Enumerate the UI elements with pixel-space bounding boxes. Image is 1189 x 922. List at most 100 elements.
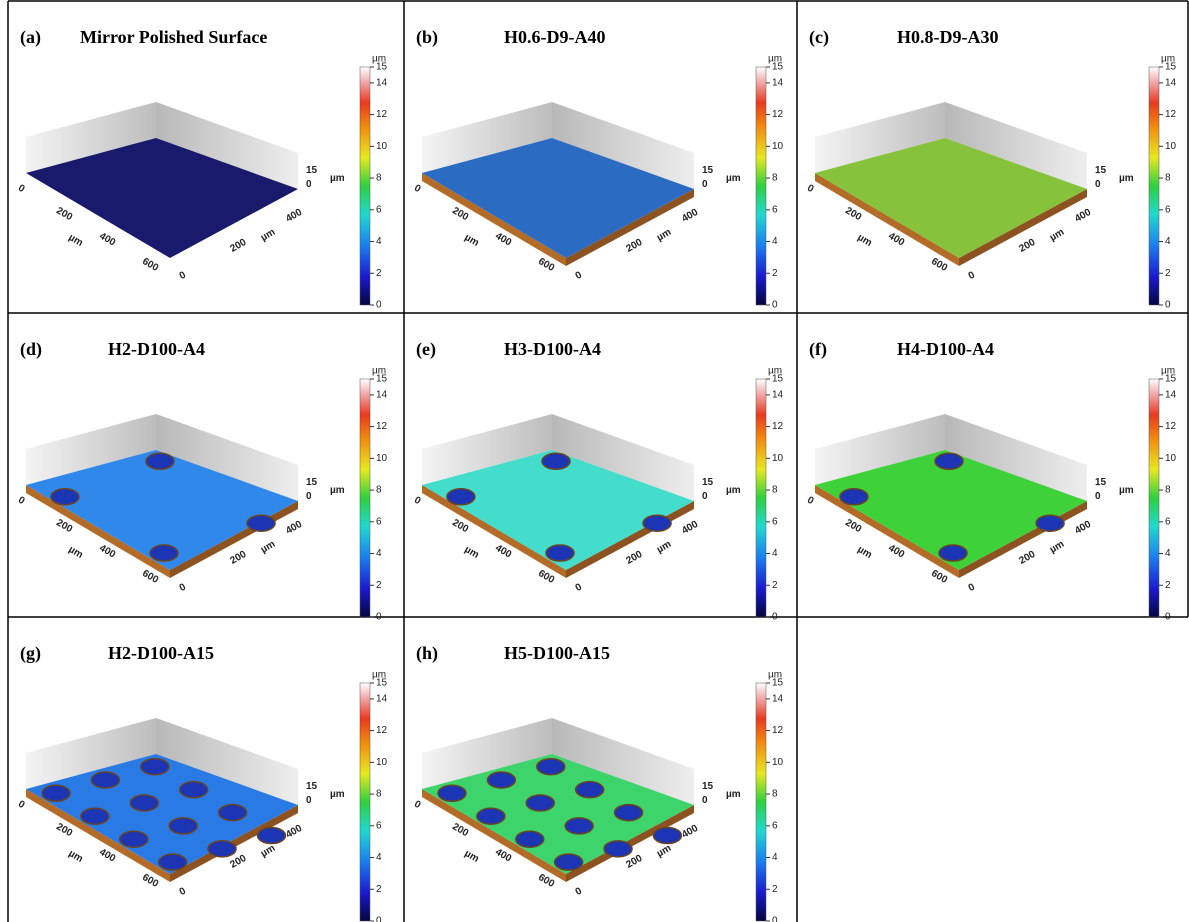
dimple [565, 818, 593, 834]
axis-unit: µm [726, 485, 741, 496]
dimple [159, 854, 187, 870]
axis-tick-label: 0 [702, 491, 708, 502]
axis-tick-label: 400 [284, 207, 304, 225]
colorbar-tick-label: 2 [376, 580, 382, 591]
colorbar-tick-label: 6 [1165, 516, 1171, 527]
dimple [150, 545, 178, 561]
colorbar-tick-label: 0 [772, 300, 778, 311]
colorbar-tick-label: 6 [772, 204, 778, 215]
axis-tick-label: 400 [1073, 207, 1093, 225]
panel-label: (c) [809, 27, 829, 48]
axis-unit: µm [330, 173, 345, 184]
axis-unit: µm [1119, 485, 1134, 496]
colorbar [1149, 67, 1159, 305]
colorbar-tick-label: 8 [1165, 485, 1171, 496]
axis-unit: µm [463, 848, 481, 865]
colorbar [360, 379, 370, 617]
panel-title: H0.8-D9-A30 [897, 27, 999, 47]
axis-unit: µm [726, 173, 741, 184]
colorbar-tick-label: 6 [376, 516, 382, 527]
axis-tick-label: 400 [493, 543, 513, 561]
dimple [51, 489, 79, 505]
colorbar-tick-label: 2 [376, 268, 382, 279]
colorbar [360, 683, 370, 921]
colorbar-tick-label: 2 [772, 884, 778, 895]
dimple [447, 489, 475, 505]
axis-unit: µm [463, 544, 481, 561]
colorbar-tick-label: 8 [772, 485, 778, 496]
axis-tick-label: 200 [450, 517, 470, 535]
dimple [537, 759, 565, 775]
colorbar [1149, 379, 1159, 617]
colorbar-tick-label: 12 [376, 109, 388, 120]
colorbar-tick-label: 15 [772, 678, 784, 689]
axis-tick-label: 0 [967, 269, 978, 282]
dimple [42, 785, 70, 801]
axis-tick-label: 600 [140, 568, 160, 586]
panel-title: H2-D100-A15 [108, 643, 214, 663]
panel-label: (b) [416, 27, 438, 48]
colorbar-tick-label: 12 [772, 421, 784, 432]
colorbar-tick-label: 8 [376, 173, 382, 184]
axis-tick-label: 0 [16, 183, 27, 196]
dimple [169, 818, 197, 834]
colorbar-tick-label: 12 [772, 725, 784, 736]
dimple [542, 453, 570, 469]
axis-tick-label: 0 [306, 491, 312, 502]
colorbar-tick-label: 15 [772, 374, 784, 385]
dimple [487, 772, 515, 788]
dimple [840, 489, 868, 505]
axis-tick-label: 200 [1017, 237, 1037, 255]
axis-unit: µm [1048, 227, 1066, 244]
dimple [257, 828, 285, 844]
axis-unit: µm [330, 485, 345, 496]
dimple [208, 841, 236, 857]
dimple [653, 828, 681, 844]
dimple [526, 795, 554, 811]
axis-tick-label: 600 [536, 568, 556, 586]
axis-unit: µm [856, 544, 874, 561]
colorbar-tick-label: 8 [376, 485, 382, 496]
dimple [576, 782, 604, 798]
colorbar-tick-label: 4 [772, 852, 778, 863]
axis-tick-label: 0 [1095, 179, 1101, 190]
axis-tick-label: 15 [306, 781, 318, 792]
panel: (e)H3-D100-A40200400600µm0200400µm150µmµ… [412, 339, 783, 623]
axis-tick-label: 0 [412, 183, 423, 196]
colorbar [756, 379, 766, 617]
dimple [1036, 515, 1064, 531]
axis-unit: µm [463, 232, 481, 249]
panel-title: H0.6-D9-A40 [504, 27, 606, 47]
axis-tick-label: 15 [702, 477, 714, 488]
colorbar-tick-label: 12 [376, 725, 388, 736]
axis-unit: µm [655, 227, 673, 244]
axis-tick-label: 400 [284, 823, 304, 841]
colorbar-tick-label: 4 [1165, 548, 1171, 559]
colorbar-tick-label: 2 [772, 268, 778, 279]
dimple [604, 841, 632, 857]
axis-tick-label: 15 [1095, 165, 1107, 176]
axis-tick-label: 200 [54, 205, 74, 223]
axis-tick-label: 200 [228, 549, 248, 567]
panel-label: (f) [809, 339, 827, 360]
dimple [180, 782, 208, 798]
colorbar-tick-label: 8 [772, 173, 778, 184]
panel-title: H4-D100-A4 [897, 339, 994, 359]
dimple [120, 831, 148, 847]
colorbar-tick-label: 12 [1165, 421, 1177, 432]
axis-tick-label: 0 [574, 581, 585, 594]
axis-tick-label: 0 [967, 581, 978, 594]
colorbar-tick-label: 4 [772, 548, 778, 559]
colorbar-tick-label: 14 [376, 694, 388, 705]
colorbar-tick-label: 12 [1165, 109, 1177, 120]
dimple [643, 515, 671, 531]
panel-label: (d) [20, 339, 42, 360]
colorbar-tick-label: 6 [772, 820, 778, 831]
dimple [939, 545, 967, 561]
axis-tick-label: 0 [306, 795, 312, 806]
axis-tick-label: 0 [178, 581, 189, 594]
colorbar-tick-label: 10 [1165, 141, 1177, 152]
axis-tick-label: 400 [493, 847, 513, 865]
axis-tick-label: 15 [306, 165, 318, 176]
dimple [516, 831, 544, 847]
